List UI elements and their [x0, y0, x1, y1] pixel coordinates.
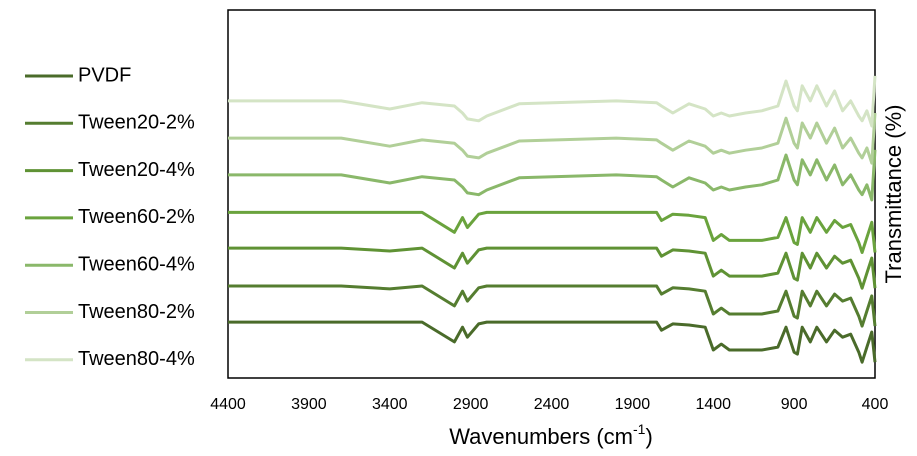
spectrum-line — [228, 112, 877, 165]
x-tick-label: 4400 — [210, 396, 246, 413]
legend-label: Tween60-2% — [78, 206, 195, 228]
legend-label: Tween80-4% — [78, 348, 195, 370]
spectrum-line — [228, 149, 877, 202]
spectrum-line — [228, 246, 877, 290]
legend-label: Tween20-4% — [78, 159, 195, 181]
x-axis-label-end: ) — [645, 424, 652, 449]
legend-label: PVDF — [78, 64, 131, 86]
x-tick-label: 3400 — [372, 396, 408, 413]
x-axis-label-sup: -1 — [633, 421, 646, 437]
x-tick-label: 1900 — [615, 396, 651, 413]
spectrum-line — [228, 320, 877, 364]
legend-label: Tween80-2% — [78, 301, 195, 323]
spectrum-line — [228, 75, 877, 128]
x-tick-label: 3900 — [291, 396, 327, 413]
x-axis-label-main: Wavenumbers (cm — [449, 424, 633, 449]
legend-label: Tween20-2% — [78, 112, 195, 134]
x-tick-label: 2400 — [534, 396, 570, 413]
spectrum-line — [228, 284, 877, 328]
x-tick-label: 400 — [862, 396, 889, 413]
spectrum-line — [228, 210, 877, 254]
plot-frame — [227, 9, 876, 379]
legend-label: Tween60-4% — [78, 253, 195, 275]
x-tick-label: 900 — [781, 396, 808, 413]
y-axis-label: Transmittance (%) — [881, 105, 906, 284]
x-axis-label: Wavenumbers (cm-1) — [449, 421, 653, 449]
x-tick-label: 1400 — [695, 396, 731, 413]
x-tick-label: 2900 — [453, 396, 489, 413]
